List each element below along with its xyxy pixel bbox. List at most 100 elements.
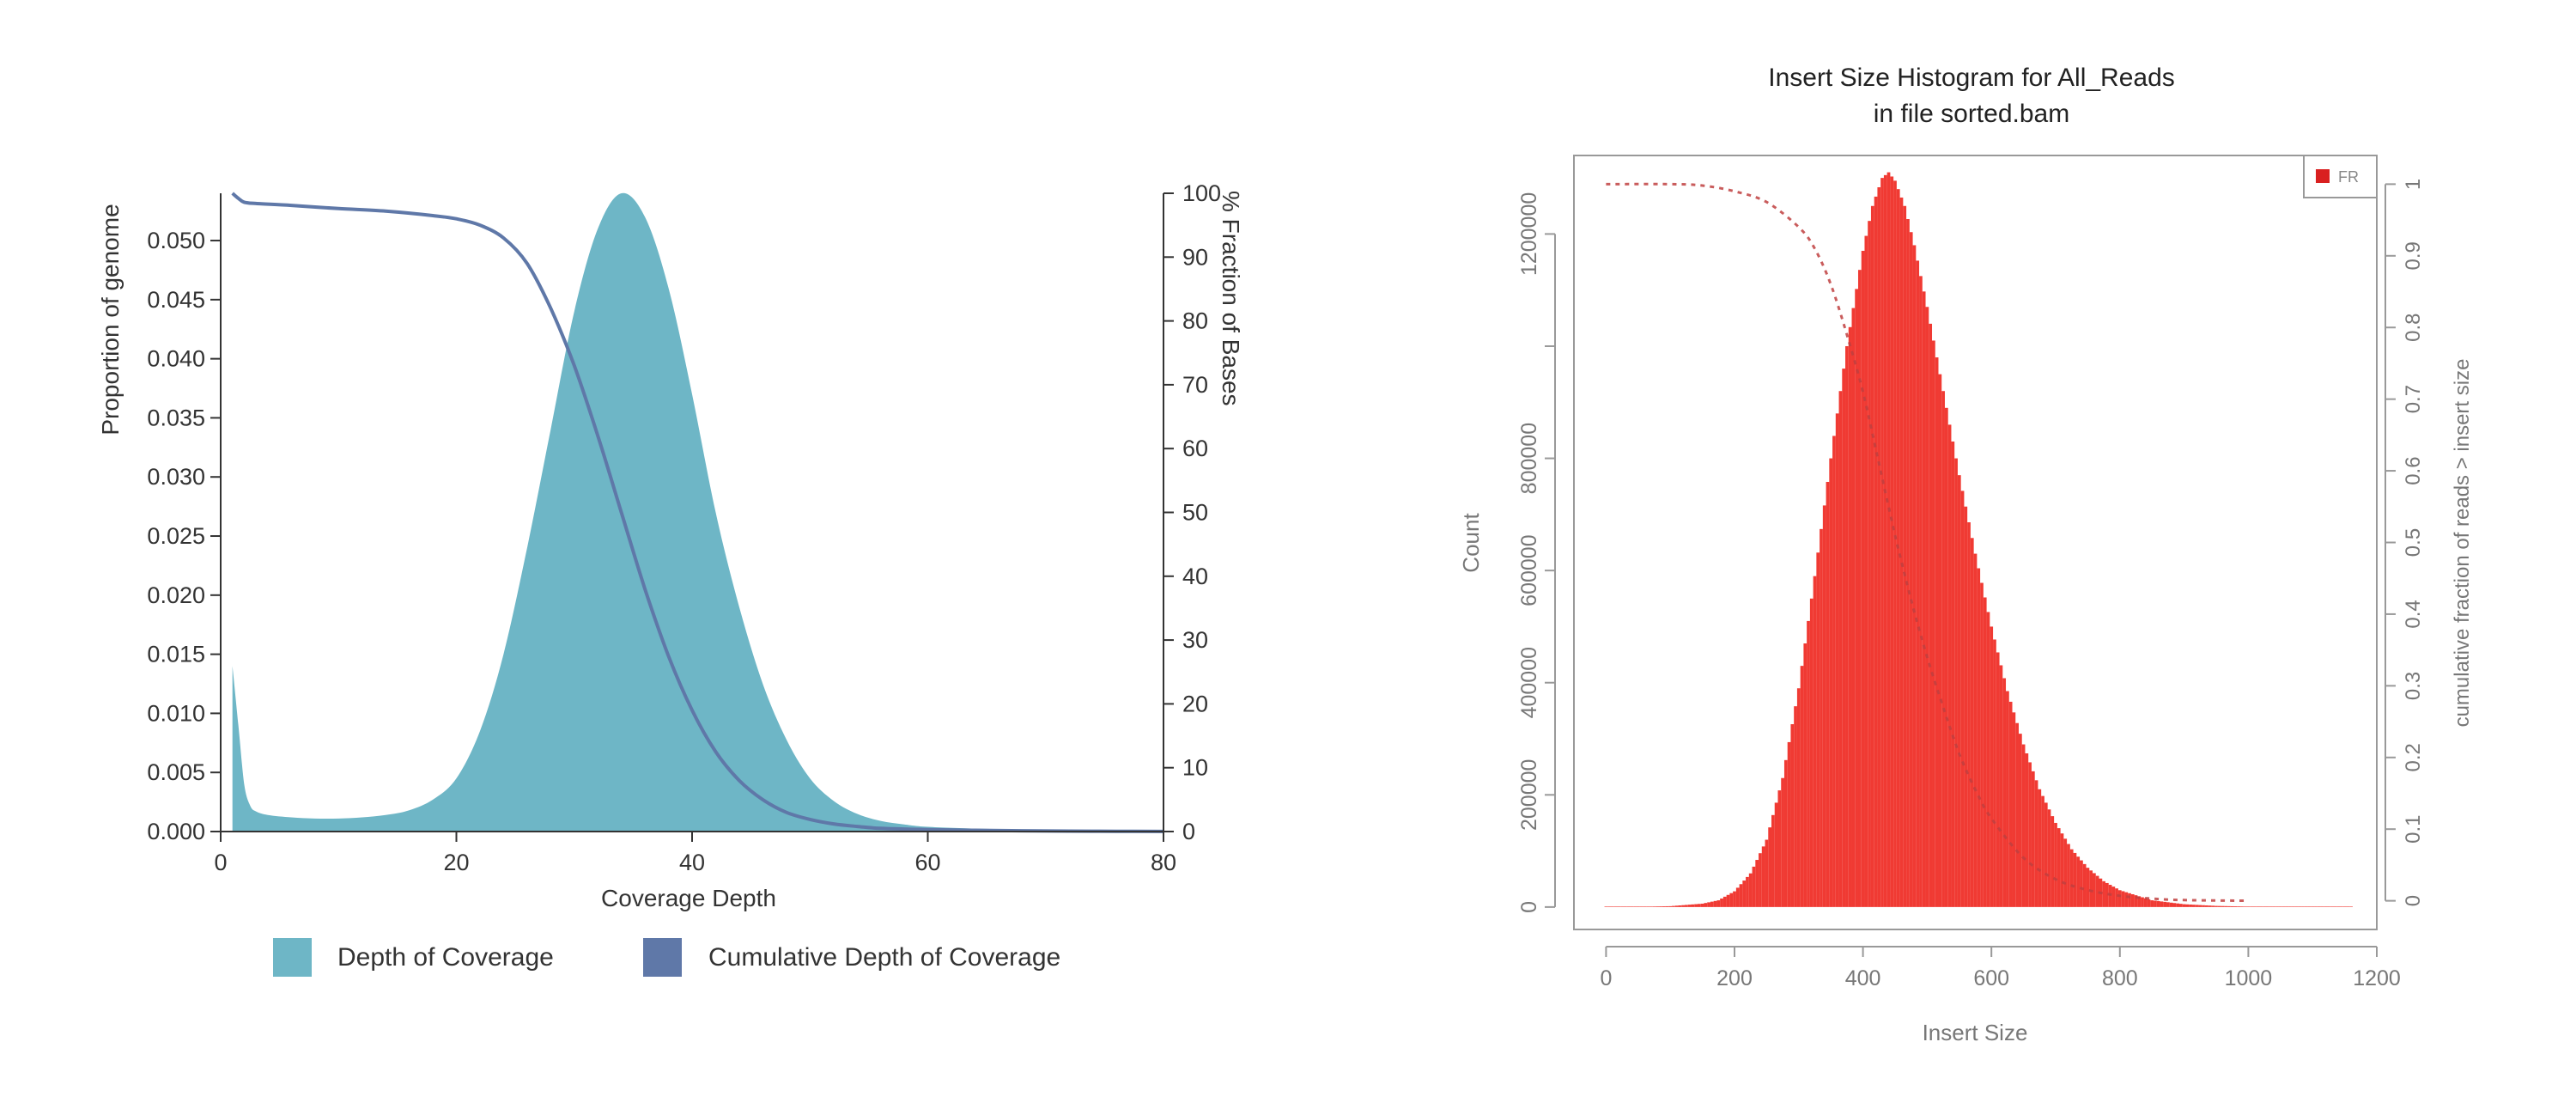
histogram-bar bbox=[2250, 906, 2254, 907]
histogram-bar bbox=[2263, 906, 2266, 907]
y2-tick-label: 0.4 bbox=[2402, 600, 2425, 628]
histogram-bar bbox=[1851, 308, 1856, 907]
histogram-bar bbox=[2057, 828, 2061, 907]
histogram-bar bbox=[1919, 276, 1923, 907]
y2-tick-label: 1 bbox=[2402, 179, 2425, 190]
histogram-bar bbox=[2253, 906, 2257, 907]
histogram-bar bbox=[2265, 906, 2269, 907]
histogram-bar bbox=[1604, 906, 1608, 907]
histogram-bar bbox=[1739, 884, 1743, 907]
histogram-bar bbox=[1691, 904, 1695, 907]
histogram-bar bbox=[2134, 895, 2138, 907]
histogram-bar bbox=[1880, 178, 1884, 907]
histogram-bar bbox=[2041, 795, 2044, 907]
histogram-bar bbox=[1886, 172, 1891, 907]
histogram-bar bbox=[2317, 906, 2321, 907]
histogram-bar bbox=[2324, 906, 2328, 907]
legend-label-depth: Depth of Coverage bbox=[337, 943, 554, 972]
histogram-bar bbox=[2169, 902, 2173, 907]
histogram-bar bbox=[2269, 906, 2273, 907]
histogram-bar bbox=[1617, 906, 1621, 907]
y2-tick-label: 70 bbox=[1182, 372, 1208, 398]
histogram-bar bbox=[1729, 893, 1734, 907]
histogram-bar bbox=[1783, 759, 1788, 907]
histogram-bar bbox=[2215, 905, 2218, 907]
histogram-bar bbox=[2272, 906, 2276, 907]
histogram-bar bbox=[1652, 906, 1656, 907]
histogram-bar bbox=[1906, 219, 1910, 907]
y2-tick-label: 0 bbox=[2402, 895, 2425, 906]
histogram-bar bbox=[1771, 814, 1775, 907]
histogram-bar bbox=[1646, 906, 1649, 907]
histogram-bar bbox=[2028, 762, 2032, 907]
histogram-bar bbox=[2047, 809, 2051, 907]
histogram-bar bbox=[2076, 856, 2081, 907]
histogram-bar bbox=[2150, 900, 2154, 907]
histogram-bar bbox=[1899, 197, 1904, 907]
histogram-bar bbox=[2160, 901, 2164, 907]
y-tick-label: 0.035 bbox=[147, 405, 205, 430]
histogram-bar bbox=[2067, 844, 2070, 907]
histogram-bar bbox=[2038, 789, 2042, 907]
x-axis-label: Insert Size bbox=[1923, 1020, 2028, 1045]
histogram-bar bbox=[2281, 906, 2286, 907]
y-tick-label: 0.000 bbox=[147, 819, 205, 844]
histogram-bar bbox=[1643, 906, 1647, 907]
histogram-bar bbox=[1704, 903, 1708, 907]
histogram-bar bbox=[2117, 890, 2122, 907]
legend-label-cumulative: Cumulative Depth of Coverage bbox=[708, 943, 1060, 972]
histogram-bar bbox=[2172, 903, 2177, 907]
histogram-bar bbox=[2224, 905, 2228, 907]
histogram-bar bbox=[1636, 906, 1640, 907]
histogram-bar bbox=[1735, 887, 1740, 907]
histogram-bar bbox=[1842, 369, 1846, 907]
histogram-bar bbox=[1986, 612, 1990, 907]
histogram-bar bbox=[1787, 741, 1791, 907]
y2-tick-label: 100 bbox=[1182, 180, 1221, 206]
histogram-bar bbox=[1922, 291, 1926, 907]
histogram-bar bbox=[1999, 665, 2003, 907]
histogram-bar bbox=[2314, 906, 2318, 907]
histogram-bar bbox=[1954, 458, 1958, 907]
histogram-bar bbox=[1748, 873, 1753, 907]
histogram-bar bbox=[1726, 894, 1730, 907]
histogram-bar bbox=[2025, 753, 2029, 907]
histogram-bar bbox=[2130, 894, 2135, 907]
histogram-bar bbox=[2301, 906, 2305, 907]
y-axis-label: Proportion of genome bbox=[97, 204, 124, 435]
histogram-bar bbox=[1990, 626, 1994, 907]
histogram-bar bbox=[1722, 896, 1727, 907]
x-axis-label: Coverage Depth bbox=[601, 885, 776, 911]
histogram-bar bbox=[1951, 441, 1955, 907]
histogram-bar bbox=[1838, 391, 1843, 907]
histogram-bar bbox=[1665, 905, 1669, 907]
histogram-bar bbox=[2163, 901, 2167, 907]
legend: Depth of Coverage Cumulative Depth of Co… bbox=[273, 938, 1060, 977]
x-tick-label: 40 bbox=[679, 850, 705, 875]
chart-title: Insert Size Histogram for All_Reads bbox=[1768, 64, 2175, 92]
histogram-bar bbox=[2143, 898, 2148, 907]
histogram-bar bbox=[2307, 906, 2312, 907]
histogram-bar bbox=[1685, 905, 1688, 907]
histogram-bar bbox=[2327, 906, 2330, 907]
histogram-bar bbox=[1794, 706, 1797, 907]
histogram-bar bbox=[1813, 576, 1817, 907]
histogram-bar bbox=[1662, 906, 1666, 907]
y-tick-label: 0.040 bbox=[147, 346, 205, 372]
histogram-bar bbox=[1620, 906, 1624, 907]
histogram-bars-layer bbox=[1604, 172, 2353, 907]
histogram-bar bbox=[1874, 196, 1878, 907]
histogram-bar bbox=[1765, 839, 1769, 907]
x-tick-label: 0 bbox=[1600, 966, 1612, 990]
y2-tick-label: 20 bbox=[1182, 691, 1208, 716]
histogram-bar bbox=[1720, 898, 1723, 907]
histogram-bar bbox=[2115, 888, 2118, 907]
histogram-bar bbox=[1742, 880, 1747, 907]
histogram-bar bbox=[2102, 880, 2105, 907]
histogram-bar bbox=[2227, 905, 2231, 907]
histogram-bar bbox=[1623, 906, 1627, 907]
histogram-bar bbox=[1973, 553, 1978, 907]
x-tick-label: 600 bbox=[1973, 966, 2009, 990]
histogram-bar bbox=[1809, 598, 1814, 907]
histogram-bar bbox=[1996, 652, 2000, 907]
